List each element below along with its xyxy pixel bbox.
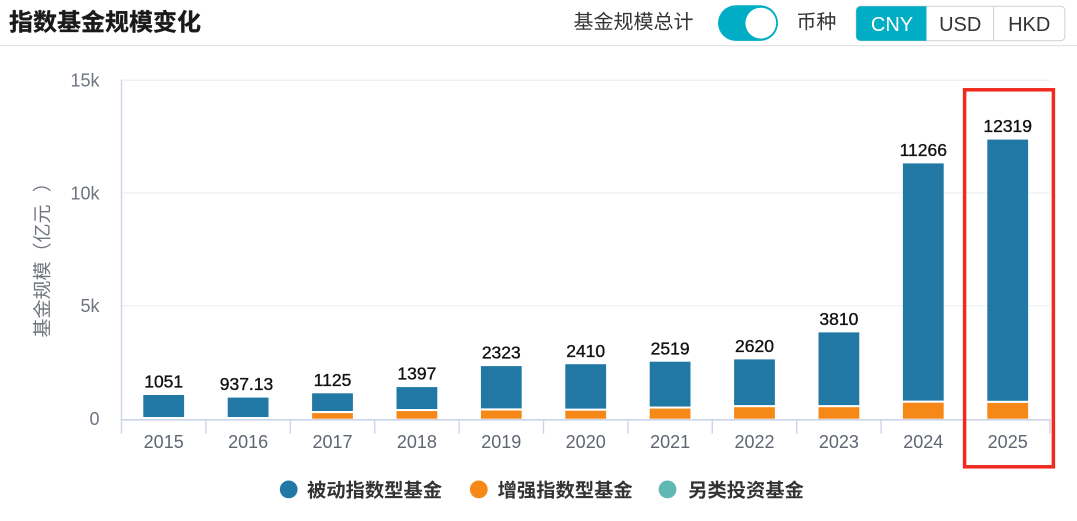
svg-text:5k: 5k <box>80 296 100 316</box>
svg-text:USD: USD <box>939 14 981 36</box>
svg-text:CNY: CNY <box>871 14 913 36</box>
svg-text:11266: 11266 <box>900 140 947 160</box>
svg-text:1051: 1051 <box>144 372 183 392</box>
svg-text:10k: 10k <box>70 183 100 203</box>
svg-text:2015: 2015 <box>144 432 184 452</box>
svg-text:2023: 2023 <box>819 432 859 452</box>
svg-text:2016: 2016 <box>228 432 268 452</box>
svg-text:3810: 3810 <box>819 309 858 329</box>
svg-text:2024: 2024 <box>903 432 943 452</box>
svg-text:2022: 2022 <box>734 432 774 452</box>
svg-text:1125: 1125 <box>314 370 352 390</box>
svg-text:2017: 2017 <box>312 432 352 452</box>
svg-text:HKD: HKD <box>1008 14 1050 36</box>
svg-text:2519: 2519 <box>651 338 690 358</box>
svg-text:2021: 2021 <box>650 432 690 452</box>
svg-text:12319: 12319 <box>983 116 1032 136</box>
svg-text:1397: 1397 <box>397 364 436 384</box>
svg-text:2018: 2018 <box>397 432 437 452</box>
svg-text:2020: 2020 <box>566 432 606 452</box>
svg-text:0: 0 <box>89 409 99 429</box>
svg-text:2323: 2323 <box>482 343 521 363</box>
svg-text:2019: 2019 <box>481 432 521 452</box>
svg-text:15k: 15k <box>70 71 100 91</box>
svg-text:2025: 2025 <box>988 432 1028 452</box>
svg-text:2410: 2410 <box>566 341 605 361</box>
svg-text:2620: 2620 <box>735 336 774 356</box>
svg-text:937.13: 937.13 <box>220 374 274 394</box>
